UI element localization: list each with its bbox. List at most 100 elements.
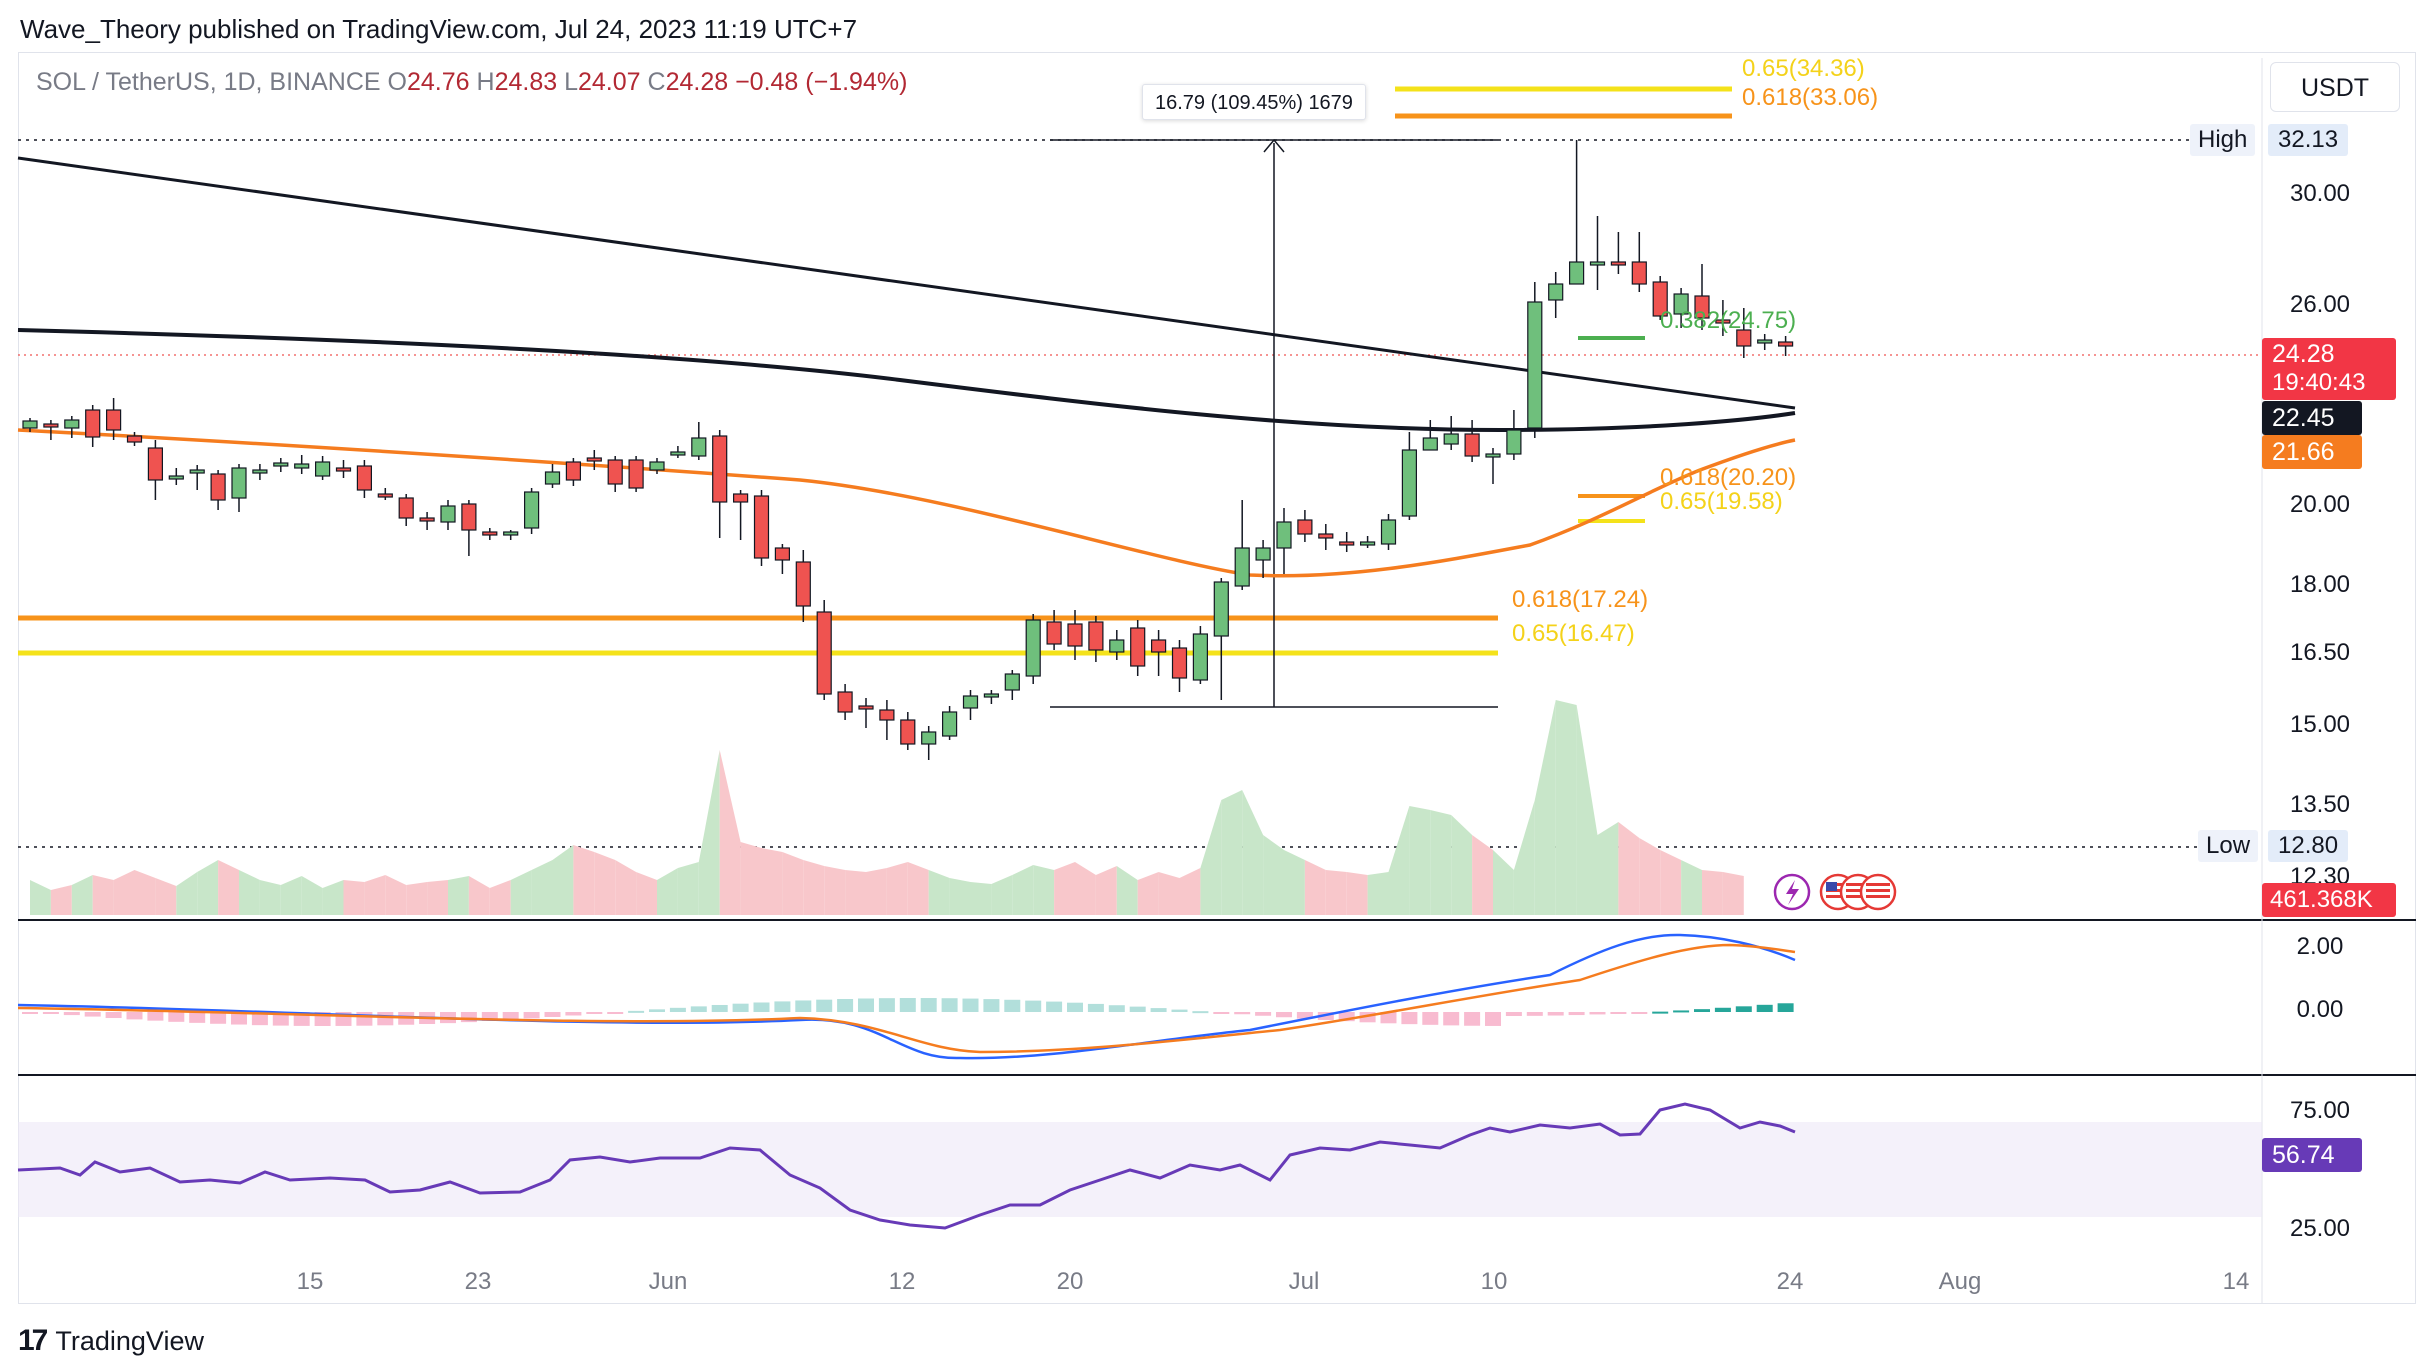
volume-segment: [1346, 872, 1368, 915]
macd-histogram-bar: [1171, 1009, 1188, 1012]
volume-segment: [71, 875, 93, 915]
last-price-tag: 24.28 19:40:43: [2262, 338, 2396, 400]
change-value: −0.48 (−1.94%): [735, 68, 908, 96]
volume-segment: [719, 750, 741, 915]
volume-segment: [677, 862, 699, 915]
symbol-info[interactable]: SOL / TetherUS, 1D, BINANCE O24.76 H24.8…: [36, 68, 907, 97]
volume-segment: [1555, 700, 1577, 915]
candle: [1443, 416, 1459, 450]
candle: [1318, 524, 1334, 550]
macd-histogram-bar: [690, 1006, 707, 1012]
volume-segment: [1263, 835, 1284, 915]
volume-segment: [280, 876, 302, 915]
low-label-tag: Low: [2198, 830, 2259, 862]
volume-segment: [239, 870, 260, 915]
candle: [64, 416, 80, 438]
candle: [774, 544, 791, 574]
trendline-descending[interactable]: [17, 156, 1796, 410]
volume-segment: [92, 875, 114, 915]
measure-arrow-head: [1263, 138, 1285, 153]
candle: [43, 420, 59, 440]
volume-segment: [468, 876, 490, 915]
volume-segment: [1367, 872, 1389, 915]
macd-histogram-bar: [377, 1012, 394, 1026]
candle: [879, 700, 895, 740]
candle: [1694, 264, 1710, 330]
candle: [1213, 578, 1229, 700]
volume-tag: 461.368K: [2262, 883, 2396, 917]
volume-segment: [886, 862, 908, 915]
candle: [858, 698, 874, 728]
volume-segment: [1388, 806, 1410, 915]
us-flag-icon[interactable]: [1859, 873, 1897, 911]
volume-segment: [740, 842, 762, 915]
macd-histogram-bar: [42, 1012, 59, 1014]
macd-histogram-bar: [1380, 1012, 1397, 1024]
time-axis[interactable]: 15 23 Jun 12 20 Jul 10 24 Aug 14: [297, 1268, 2250, 1295]
ma-black-line[interactable]: [17, 328, 1796, 433]
symbol-name[interactable]: SOL / TetherUS, 1D, BINANCE: [36, 68, 381, 96]
rsi-pane[interactable]: [17, 1102, 1796, 1230]
volume-segment: [824, 866, 846, 915]
macd-histogram-bar: [1067, 1002, 1083, 1012]
measure-label[interactable]: 16.79 (109.45%) 1679: [1142, 84, 1366, 120]
candle: [105, 398, 122, 440]
macd-histogram-bar: [1694, 1009, 1710, 1012]
macd-histogram-bar: [1631, 1012, 1648, 1014]
volume-segment: [1242, 790, 1264, 915]
candle: [1025, 614, 1041, 684]
ma-orange-tag: 21.66: [2262, 435, 2362, 469]
macd-histogram-bar: [272, 1012, 289, 1026]
macd-tick: 0.00: [2297, 996, 2344, 1023]
candle: [335, 460, 352, 478]
candle: [1004, 670, 1020, 700]
fib-label-top-0618: 0.618(33.06): [1742, 84, 1879, 111]
volume-segment: [594, 852, 616, 915]
macd-histogram-bar: [1129, 1006, 1146, 1012]
macd-histogram-bar: [1296, 1012, 1313, 1019]
candles[interactable]: [22, 140, 1794, 760]
volume-segment: [1702, 870, 1723, 915]
candle: [1255, 540, 1271, 578]
volume-segment: [1618, 822, 1640, 915]
candle: [1568, 140, 1585, 285]
candle: [22, 418, 38, 432]
chart-frame[interactable]: [18, 52, 2416, 1304]
candle: [1527, 282, 1543, 438]
volume-segment: [1179, 868, 1201, 915]
volume-segment: [1513, 800, 1535, 915]
volume-segment: [1200, 800, 1222, 915]
footer-brand[interactable]: 17 TradingView: [18, 1316, 204, 1366]
macd-pane[interactable]: [17, 933, 1796, 1060]
candle: [837, 684, 853, 720]
volume-segment: [782, 852, 804, 915]
macd-histogram-bar: [1526, 1012, 1543, 1016]
volume-segment: [1681, 860, 1702, 915]
volume-segment: [1451, 815, 1473, 915]
candle: [1401, 432, 1418, 520]
volume-area: [30, 700, 1744, 915]
candle: [377, 488, 393, 500]
volume-segment: [1158, 872, 1180, 915]
macd-histogram-bar: [460, 1012, 477, 1023]
ma-orange-line[interactable]: [17, 428, 1796, 578]
macd-histogram-bar: [1255, 1012, 1272, 1016]
low-value: 24.07: [577, 68, 641, 96]
macd-histogram-bar: [1589, 1012, 1606, 1015]
currency-button[interactable]: USDT: [2270, 62, 2400, 112]
candle: [1109, 630, 1125, 660]
candle: [941, 706, 958, 740]
volume-segment: [176, 872, 198, 915]
candle: [1610, 232, 1627, 274]
candle: [1234, 500, 1250, 590]
candle: [356, 460, 372, 498]
macd-histogram-bar: [1108, 1005, 1125, 1012]
macd-histogram-bar: [22, 1012, 38, 1014]
indicator-icons[interactable]: [1773, 873, 1897, 911]
macd-histogram-bar: [1213, 1012, 1230, 1014]
macd-histogram-bar: [816, 999, 833, 1012]
macd-histogram-bar: [1756, 1004, 1773, 1012]
price-tick: 30.00: [2290, 180, 2350, 207]
rsi-band: [18, 1122, 2262, 1217]
